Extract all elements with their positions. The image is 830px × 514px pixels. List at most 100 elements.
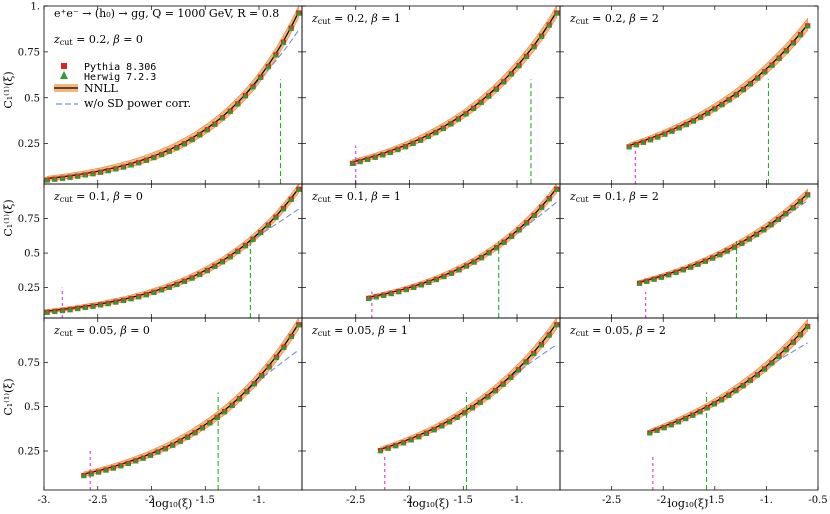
herwig-point [669,128,675,134]
herwig-point [189,136,195,143]
herwig-point [169,442,176,448]
herwig-point [500,381,506,387]
herwig-point [747,377,754,383]
wo-sd-curve [628,24,809,147]
legend-herwig-label: Herwig 7.2.3 [84,72,156,83]
herwig-point [433,276,440,283]
y-tick-label: 1. [30,2,40,13]
herwig-point [184,434,191,440]
panel-plot-area [647,318,811,490]
herwig-point [280,39,287,45]
herwig-point [411,284,417,290]
herwig-point [790,339,797,345]
herwig-point [676,124,682,131]
panel-frame [559,317,819,491]
herwig-point [797,31,804,38]
herwig-point [59,175,66,181]
herwig-point [244,388,250,395]
herwig-point [365,295,372,301]
panel-label: zcut = 0.05, β = 0 [53,324,150,338]
herwig-point [761,366,768,372]
herwig-point [731,244,738,250]
herwig-point [288,196,294,202]
herwig-point [554,186,560,192]
herwig-point [151,154,157,161]
legend: e⁺e⁻ → (h₀) → gg, Q = 1000 GeV, R = 0.8 … [54,7,279,110]
herwig-point [396,288,402,295]
herwig-point [775,216,782,222]
herwig-point [400,439,407,446]
nnll-curve [47,187,300,312]
herwig-point [546,332,552,338]
legend-pythia-marker [61,63,67,69]
panel-frame [43,183,303,319]
nnll-uncertainty-band [380,318,558,452]
herwig-point [493,86,500,92]
y-tick-label: 0.75 [18,214,40,225]
herwig-point [162,445,169,452]
herwig-point [739,240,745,246]
herwig-point [768,221,774,228]
herwig-point [626,143,632,150]
nnll-uncertainty-band [352,6,558,165]
herwig-point [44,309,50,315]
herwig-point [103,467,109,473]
x-tick-label: -1.5 [705,495,724,506]
herwig-point [74,173,81,179]
herwig-point [492,387,499,394]
herwig-point [140,455,146,461]
herwig-point [478,99,484,105]
herwig-point [455,116,462,122]
x-tick-label: -3. [38,495,51,506]
nnll-curve [352,11,558,163]
y-axis-label-row3: C₁⁽¹⁾(ξ) [2,378,15,415]
herwig-point [425,133,431,139]
herwig-point [257,229,264,236]
herwig-point [761,226,767,233]
y-tick-label: 0.25 [18,283,40,294]
herwig-point [446,418,453,425]
herwig-point [128,295,134,302]
x-tick-label: -1. [511,495,524,506]
herwig-point [478,254,485,261]
legend-herwig-marker [60,71,68,79]
herwig-point [469,404,476,411]
herwig-point [385,445,391,451]
herwig-point [403,286,410,293]
panel-plot-area [349,6,560,184]
herwig-point [250,236,256,242]
herwig-point [546,22,552,28]
herwig-point [52,176,58,182]
herwig-point [207,419,213,426]
herwig-point [251,380,258,387]
herwig-point [221,408,228,415]
panel-frame [559,183,819,319]
herwig-point [296,10,302,16]
x-tick-label: -2. [145,495,158,506]
herwig-point [454,414,460,420]
herwig-point [782,210,789,217]
axis-labels: log₁₀(ξ) log₁₀(ξ) log₁₀(ξ) C₁⁽¹⁾(ξ) C₁⁽¹… [2,71,708,510]
herwig-point [296,186,302,192]
herwig-point [151,289,157,295]
herwig-point [125,460,132,466]
herwig-point [281,344,287,350]
panel-grid: 1. 0.75 0.5 0.25 zcut = 0.2, β = 0 zcut = 0.2… [18,2,828,507]
nnll-curve [47,11,300,180]
herwig-point [726,96,732,103]
nnll-uncertainty-band [649,318,809,435]
herwig-point [242,242,249,249]
herwig-point [229,402,235,408]
herwig-point [402,143,409,150]
herwig-point [683,121,690,128]
y-tick-label: 0.5 [24,402,40,413]
y-tick-label: 0.25 [18,446,40,457]
herwig-point [349,160,356,166]
panel-5: zcut = 0.1, β = 2 [559,183,819,319]
herwig-point [120,297,127,303]
panel-1: zcut = 0.2, β = 1 [301,5,561,185]
panel-label: zcut = 0.2, β = 0 [53,33,143,47]
herwig-point [250,83,256,90]
herwig-point [753,231,760,238]
herwig-point [471,259,477,265]
